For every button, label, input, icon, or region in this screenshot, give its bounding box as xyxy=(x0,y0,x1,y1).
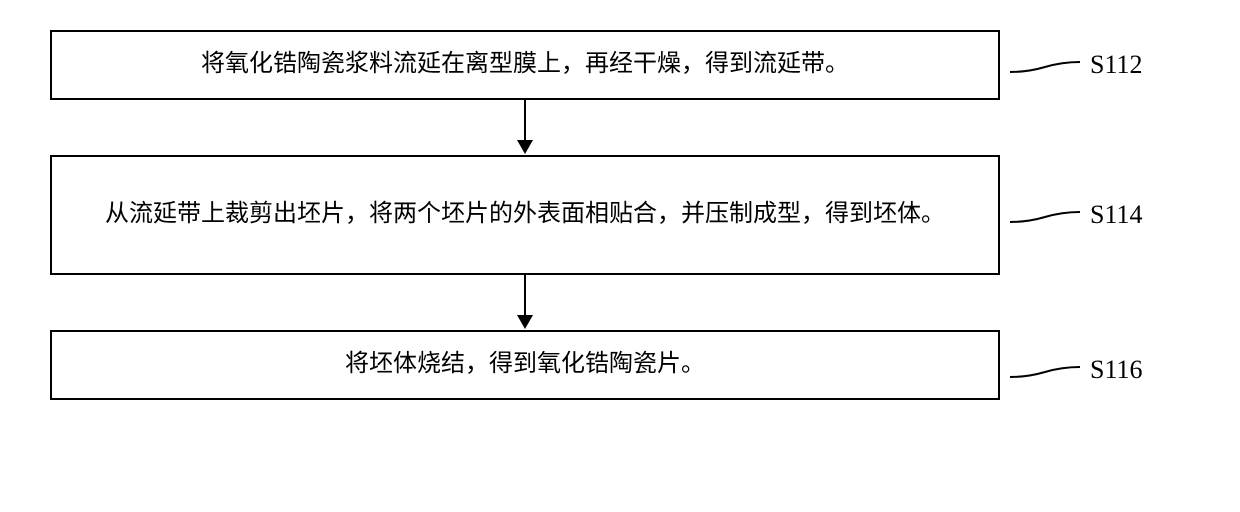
arrow-head-icon xyxy=(517,140,533,154)
step-box-s112: 将氧化锆陶瓷浆料流延在离型膜上，再经干燥，得到流延带。 xyxy=(50,30,1000,100)
step-label-s112: S112 xyxy=(1090,50,1143,80)
arrow-line xyxy=(524,275,526,317)
arrow-s114-to-s116 xyxy=(50,275,1000,330)
step-text: 将坯体烧结，得到氧化锆陶瓷片。 xyxy=(345,343,705,386)
step-text: 从流延带上裁剪出坯片，将两个坯片的外表面相贴合，并压制成型，得到坯体。 xyxy=(105,193,945,236)
step-label-s114: S114 xyxy=(1090,200,1143,230)
arrow-s112-to-s114 xyxy=(50,100,1000,155)
connector-s114 xyxy=(1010,208,1080,226)
step-box-s116: 将坯体烧结，得到氧化锆陶瓷片。 xyxy=(50,330,1000,400)
step-text: 将氧化锆陶瓷浆料流延在离型膜上，再经干燥，得到流延带。 xyxy=(201,43,849,86)
connector-s112 xyxy=(1010,58,1080,76)
arrow-head-icon xyxy=(517,315,533,329)
step-label-s116: S116 xyxy=(1090,355,1143,385)
connector-s116 xyxy=(1010,363,1080,381)
step-box-s114: 从流延带上裁剪出坯片，将两个坯片的外表面相贴合，并压制成型，得到坯体。 xyxy=(50,155,1000,275)
arrow-line xyxy=(524,100,526,142)
